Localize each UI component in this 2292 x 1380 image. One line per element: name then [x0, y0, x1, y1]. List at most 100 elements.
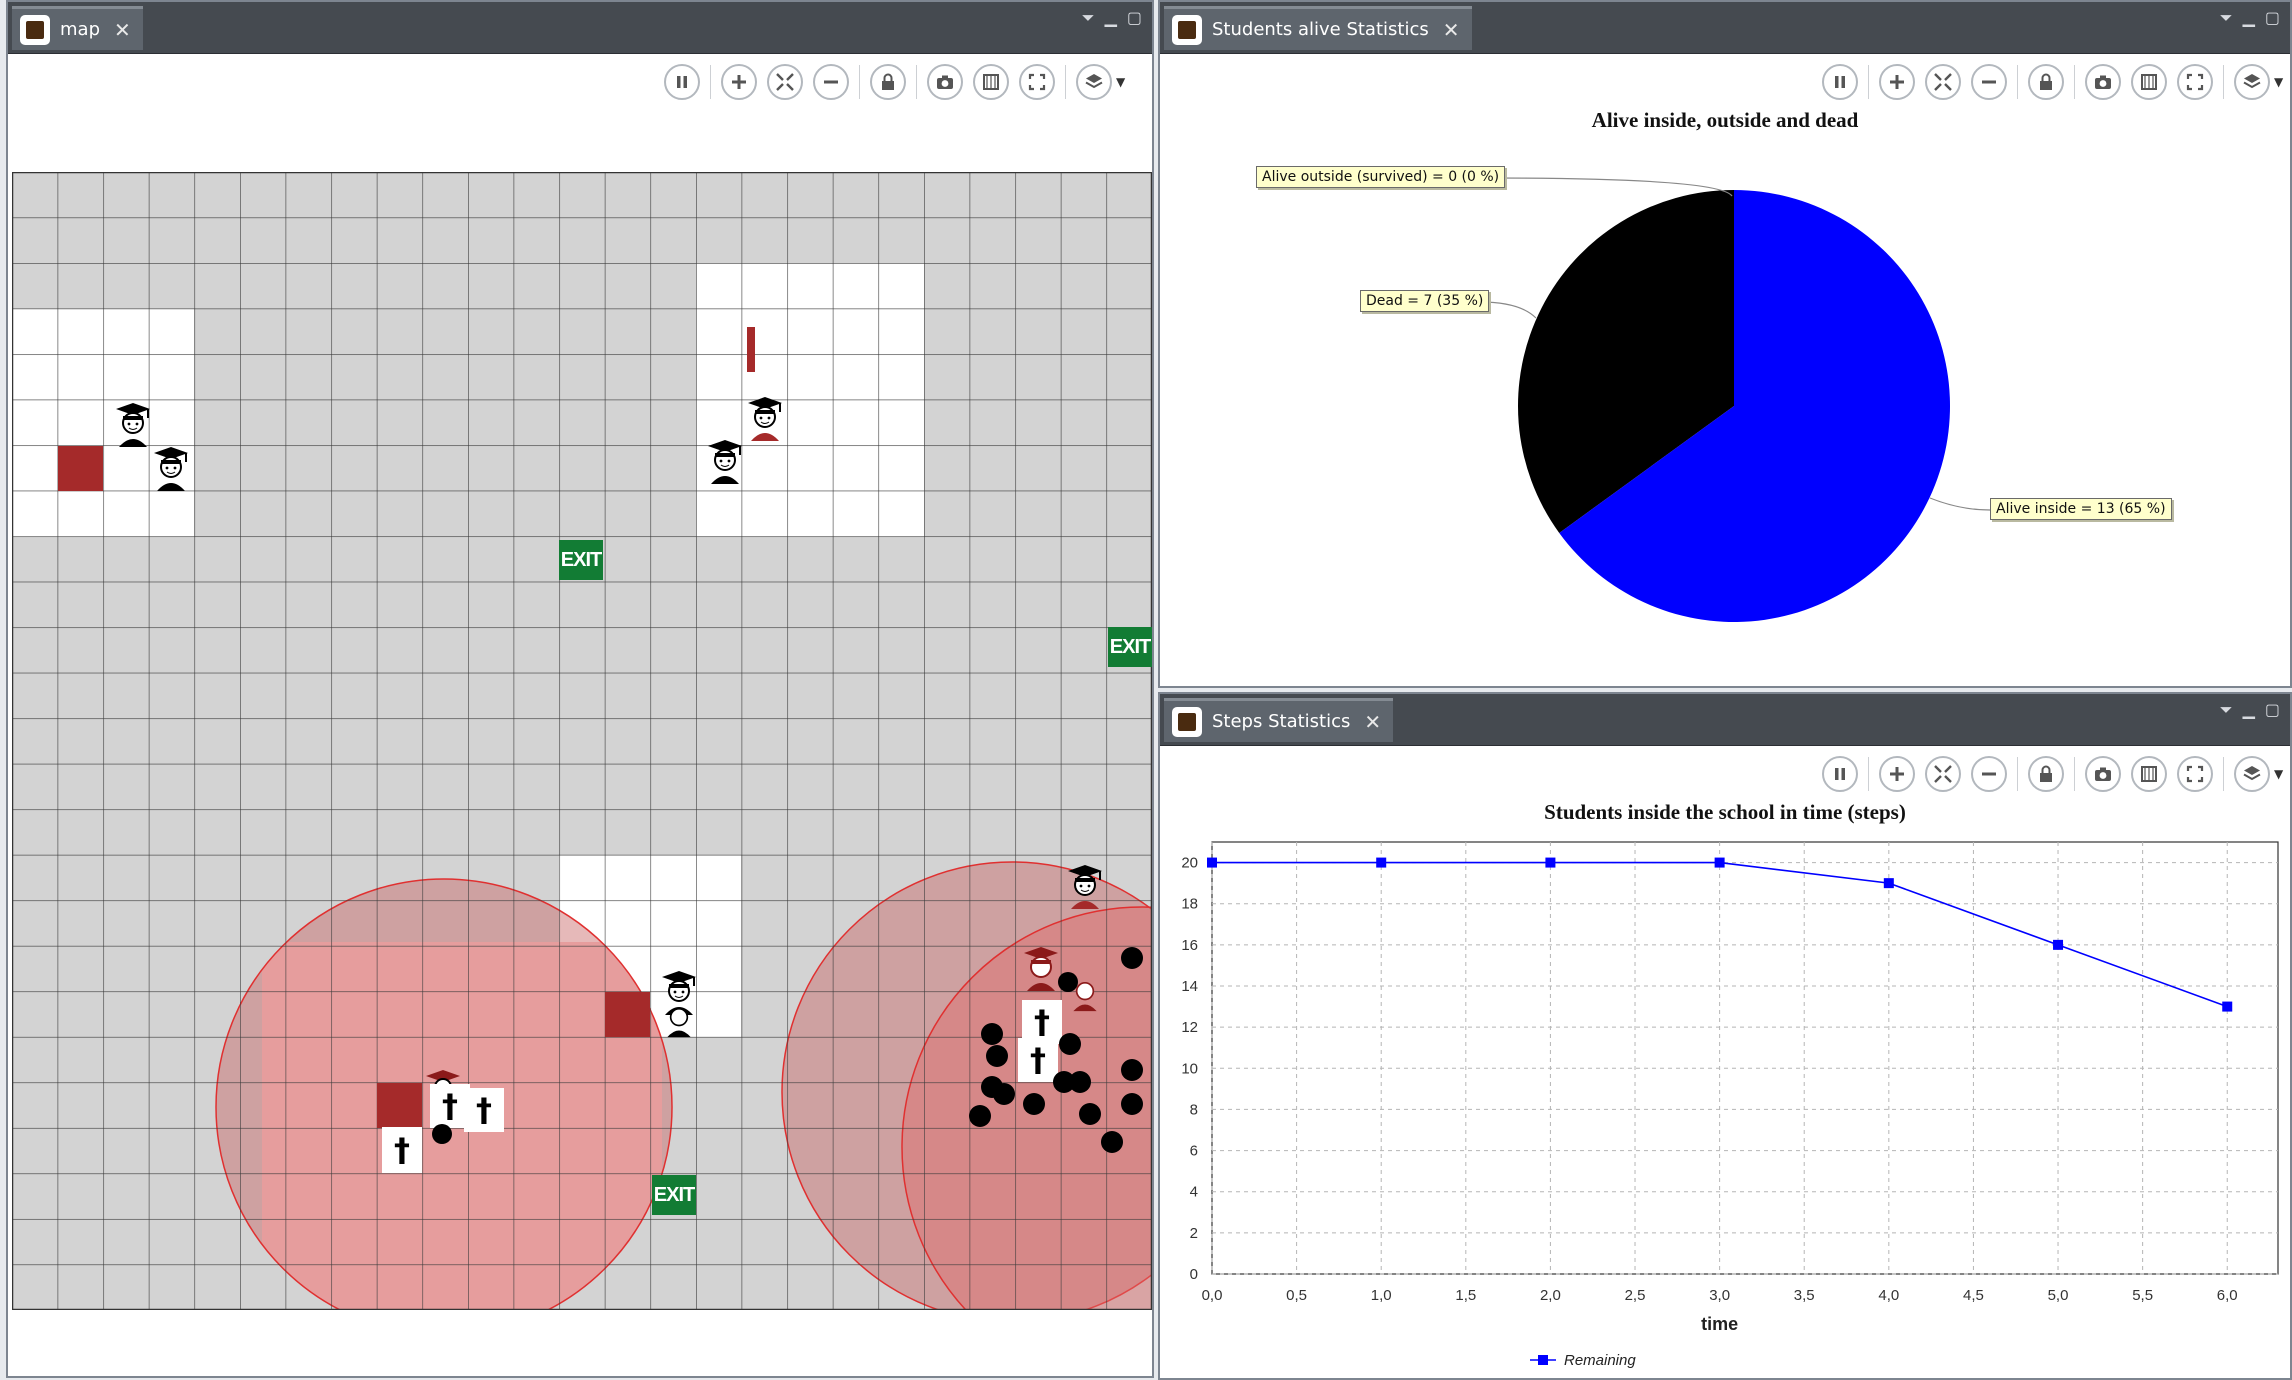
layers-button[interactable]: ▼ [2234, 756, 2284, 792]
tab-students-alive-label: Students alive Statistics [1212, 19, 1429, 40]
student-icon [1073, 982, 1097, 1012]
student-icon [154, 447, 188, 491]
pause-icon[interactable] [1822, 756, 1858, 792]
view-icon [20, 14, 50, 45]
fullscreen-icon[interactable] [2177, 756, 2213, 792]
texture-icon[interactable] [973, 64, 1009, 100]
zoom-out-icon[interactable] [813, 64, 849, 100]
pie-chart-title: Alive inside, outside and dead [1591, 108, 1859, 132]
steps-statistics-header: Steps Statistics ✕ ⏷ ▁ ▢ [1160, 694, 2290, 746]
fire-source [58, 446, 103, 491]
zoom-fit-icon[interactable] [767, 64, 803, 100]
pie-label-alive-outside: Alive outside (survived) = 0 (0 %) [1256, 166, 1506, 188]
dead-marker-icon: † [1022, 1000, 1062, 1044]
minimize-icon[interactable]: ▁ [2242, 8, 2255, 27]
data-point[interactable] [2053, 939, 2064, 950]
x-tick-label: 4,0 [1878, 1287, 1899, 1304]
fire-source [377, 1083, 422, 1128]
data-point[interactable] [1545, 857, 1556, 868]
data-point[interactable] [1207, 857, 1217, 868]
view-icon [1172, 706, 1202, 737]
data-point[interactable] [1376, 857, 1387, 868]
layers-icon [2234, 64, 2270, 100]
dead-marker-icon: † [430, 1084, 470, 1128]
steps-statistics-view: Steps Statistics ✕ ⏷ ▁ ▢ ▼ Students i [1158, 692, 2292, 1380]
zoom-out-icon[interactable] [1971, 756, 2007, 792]
pie-slice-dead[interactable] [1518, 190, 1734, 533]
tab-steps-label: Steps Statistics [1212, 711, 1351, 732]
chevron-down-icon: ▼ [1116, 75, 1126, 89]
x-tick-label: 1,0 [1371, 1287, 1392, 1304]
close-icon[interactable]: ✕ [114, 17, 131, 42]
pie-slice-alive-inside[interactable] [1559, 190, 1950, 622]
zoom-fit-icon[interactable] [1925, 64, 1961, 100]
zoom-out-icon[interactable] [1971, 64, 2007, 100]
map-canvas[interactable]: EXIT EXIT EXIT † † † † † [12, 172, 1152, 1310]
minimize-icon[interactable]: ▁ [2242, 700, 2255, 719]
close-icon[interactable]: ✕ [1442, 17, 1460, 42]
fullscreen-icon[interactable] [2177, 64, 2213, 100]
zoom-in-icon[interactable] [1879, 64, 1915, 100]
data-point[interactable] [2222, 1001, 2233, 1012]
x-tick-label: 0,5 [1286, 1287, 1307, 1304]
y-tick-label: 20 [1181, 855, 1198, 872]
legend-label: Remaining [1564, 1352, 1636, 1369]
dead-marker-icon: † [382, 1127, 422, 1173]
pause-icon[interactable] [664, 64, 700, 100]
x-tick-label: 1,5 [1455, 1287, 1476, 1304]
minimize-icon[interactable]: ▁ [1104, 8, 1117, 27]
student-icon [667, 1008, 691, 1038]
fullscreen-icon[interactable] [1019, 64, 1055, 100]
pie-label-dead: Dead = 7 (35 %) [1360, 290, 1490, 312]
students-alive-view: Students alive Statistics ✕ ⏷ ▁ ▢ ▼ A [1158, 0, 2292, 688]
view-menu-icon[interactable]: ⏷ [1081, 8, 1095, 27]
y-tick-label: 6 [1190, 1143, 1198, 1160]
view-menu-icon[interactable]: ⏷ [2219, 8, 2233, 27]
student-icon [748, 397, 782, 441]
students-toolbar: ▼ [1822, 60, 2290, 104]
lock-icon[interactable] [870, 64, 906, 100]
x-tick-label: 0,0 [1202, 1287, 1223, 1304]
steps-toolbar: ▼ [1822, 752, 2290, 796]
zoom-in-icon[interactable] [1879, 756, 1915, 792]
maximize-icon[interactable]: ▢ [2264, 8, 2280, 27]
tab-students-alive-statistics[interactable]: Students alive Statistics ✕ [1164, 6, 1472, 50]
texture-icon[interactable] [2131, 64, 2167, 100]
camera-icon[interactable] [2085, 64, 2121, 100]
lock-icon[interactable] [2028, 64, 2064, 100]
layers-icon [1076, 64, 1112, 100]
dead-marker-icon: † [464, 1088, 504, 1132]
chevron-down-icon: ▼ [2274, 75, 2284, 89]
fire-source [747, 327, 755, 372]
close-icon[interactable]: ✕ [1364, 709, 1382, 734]
line-chart-title: Students inside the school in time (step… [1544, 800, 1906, 824]
exit-sign: EXIT [1108, 627, 1152, 667]
layers-button[interactable]: ▼ [2234, 64, 2284, 100]
maximize-icon[interactable]: ▢ [1126, 8, 1142, 27]
camera-icon[interactable] [2085, 756, 2121, 792]
x-tick-label: 4,5 [1963, 1287, 1984, 1304]
layers-button[interactable]: ▼ [1076, 64, 1126, 100]
line-chart[interactable]: 0,0 0,5 1,0 1,5 2,0 2,5 3,0 3,5 4,0 4,5 5,0 5,5 6,0 0… [1160, 694, 2290, 1378]
x-tick-label: 3,5 [1794, 1287, 1815, 1304]
y-tick-label: 16 [1181, 937, 1198, 954]
dead-marker-icon: † [1018, 1038, 1058, 1082]
pause-icon[interactable] [1822, 64, 1858, 100]
camera-icon[interactable] [927, 64, 963, 100]
lock-icon[interactable] [2028, 756, 2064, 792]
zoom-fit-icon[interactable] [1925, 756, 1961, 792]
pie-label-alive-inside: Alive inside = 13 (65 %) [1990, 498, 2172, 520]
students-alive-header: Students alive Statistics ✕ ⏷ ▁ ▢ [1160, 2, 2290, 54]
tab-steps-statistics[interactable]: Steps Statistics ✕ [1164, 698, 1394, 742]
data-point[interactable] [1714, 857, 1725, 868]
view-menu-icon[interactable]: ⏷ [2219, 700, 2233, 719]
tab-map[interactable]: map ✕ [12, 6, 143, 50]
exit-sign: EXIT [559, 540, 603, 580]
texture-icon[interactable] [2131, 756, 2167, 792]
zoom-in-icon[interactable] [721, 64, 757, 100]
pie-chart[interactable] [1160, 2, 2290, 686]
y-tick-label: 12 [1181, 1019, 1198, 1036]
maximize-icon[interactable]: ▢ [2264, 700, 2280, 719]
data-point[interactable] [1883, 878, 1894, 889]
